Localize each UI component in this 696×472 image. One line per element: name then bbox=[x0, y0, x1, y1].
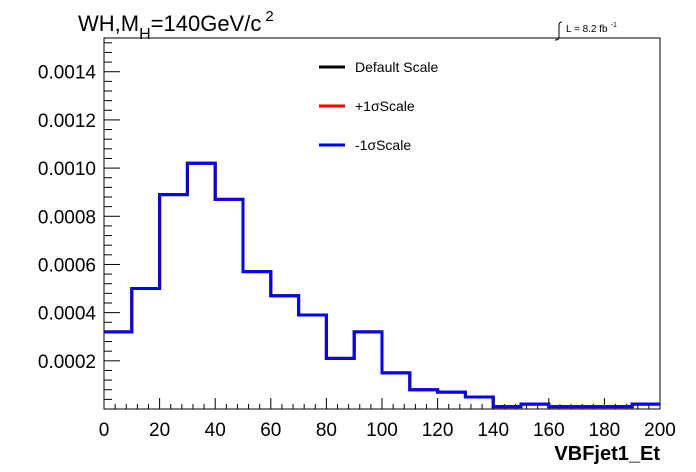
lumi-superscript: -1 bbox=[611, 22, 617, 29]
y-tick-label: 0.0014 bbox=[38, 63, 97, 84]
legend-label-default: Default Scale bbox=[355, 59, 438, 75]
title-rest: =140GeV/c bbox=[151, 11, 262, 36]
x-tick-label: 180 bbox=[589, 420, 621, 441]
histogram-series bbox=[104, 161, 660, 409]
x-tick-label: 20 bbox=[149, 420, 170, 441]
y-tick-label: 0.0004 bbox=[38, 304, 97, 325]
chart-title: WH,MH=140GeV/c 2 bbox=[78, 8, 274, 43]
title-main: WH,M bbox=[78, 11, 139, 36]
integral-sign-icon bbox=[554, 21, 563, 41]
x-axis-label: VBFjet1_Et bbox=[554, 443, 660, 465]
legend-label-plus1sigma: +1σScale bbox=[355, 98, 415, 114]
x-tick-label: 120 bbox=[422, 420, 454, 441]
title-superscript: 2 bbox=[265, 8, 273, 25]
y-tick-label: 0.0006 bbox=[38, 255, 96, 276]
x-tick-label: 60 bbox=[260, 420, 281, 441]
x-axis: 0 20 40 60 80 100 120 140 160 180 200 bbox=[99, 398, 676, 441]
x-tick-label: 160 bbox=[533, 420, 565, 441]
luminosity-label: L = 8.2 fb -1 bbox=[554, 21, 617, 41]
x-tick-label: 100 bbox=[366, 420, 398, 441]
x-tick-label: 200 bbox=[644, 420, 676, 441]
y-tick-label: 0.0008 bbox=[38, 207, 96, 228]
series-line-2 bbox=[104, 161, 660, 409]
y-tick-label: 0.0012 bbox=[38, 111, 96, 132]
lumi-main: L = 8.2 fb bbox=[566, 24, 608, 35]
y-tick-label: 0.0010 bbox=[38, 159, 96, 180]
y-tick-label: 0.0002 bbox=[38, 352, 96, 373]
legend-label-minus1sigma: -1σScale bbox=[355, 137, 411, 153]
x-tick-label: 80 bbox=[316, 420, 337, 441]
x-tick-label: 0 bbox=[99, 420, 110, 441]
x-tick-label: 140 bbox=[477, 420, 509, 441]
x-tick-label: 40 bbox=[205, 420, 226, 441]
title-subscript: H bbox=[139, 26, 151, 43]
lumi-text: L = 8.2 fb -1 bbox=[566, 22, 617, 35]
legend: Default Scale +1σScale -1σScale bbox=[319, 59, 438, 153]
y-axis: 0.0002 0.0004 0.0006 0.0008 0.0010 0.0012 0.00… bbox=[38, 42, 120, 400]
